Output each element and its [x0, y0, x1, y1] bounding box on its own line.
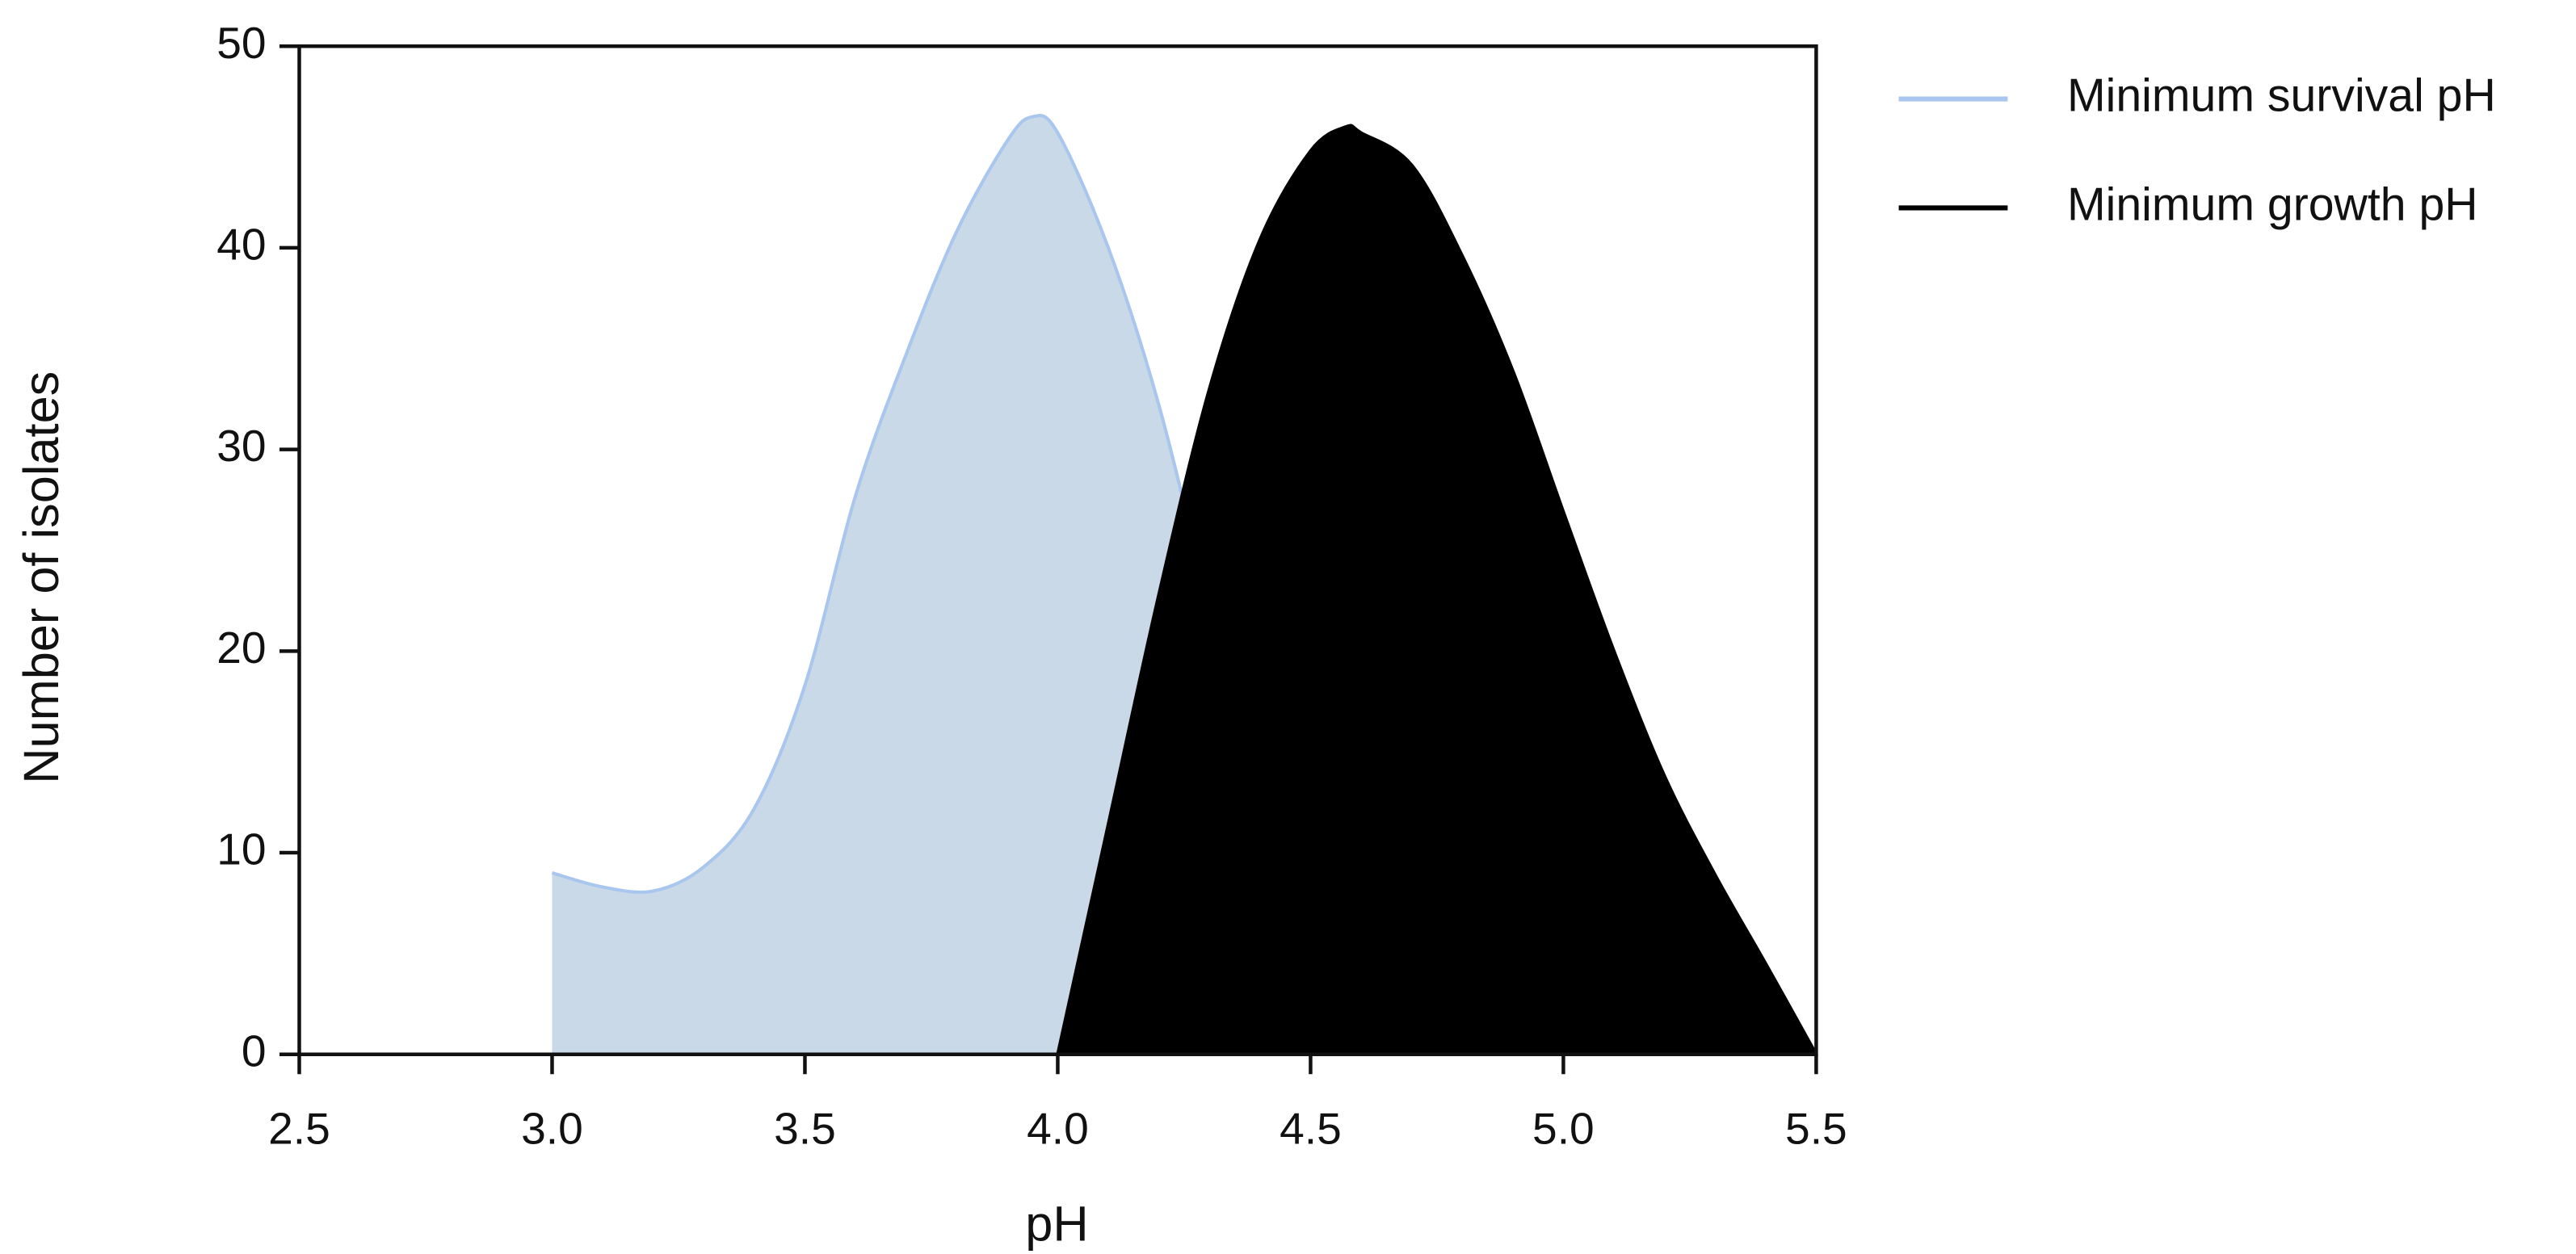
x-axis-title: pH: [1025, 1197, 1088, 1252]
x-tick-label: 5.5: [1785, 1103, 1847, 1153]
plot-area: [551, 114, 1818, 1055]
x-tick-label: 3.5: [774, 1103, 836, 1153]
y-tick-label: 50: [216, 18, 266, 68]
y-tick-label: 30: [216, 421, 266, 471]
y-axis-title: Number of isolates: [14, 371, 69, 784]
y-tick-label: 40: [216, 219, 266, 269]
legend: Minimum survival pH Minimum growth pH: [1898, 70, 2496, 231]
legend-label: Minimum growth pH: [2067, 179, 2478, 231]
x-tick-label: 3.0: [521, 1103, 583, 1153]
y-tick-label: 0: [242, 1025, 267, 1076]
x-tick-label: 4.5: [1280, 1103, 1342, 1153]
x-tick-label: 4.0: [1027, 1103, 1089, 1153]
x-tick-label: 5.0: [1532, 1103, 1595, 1153]
area-outline: [1056, 124, 1818, 1055]
axes: 0 10 20 30 40 50 2.5 3.0 3.5 4.0 4.5 5.0 5.5: [216, 18, 1847, 1154]
y-tick-label: 20: [216, 623, 266, 673]
area: [1057, 125, 1817, 1055]
legend-label: Minimum survival pH: [2067, 70, 2496, 122]
y-tick-label: 10: [216, 824, 266, 874]
x-tick-label: 2.5: [268, 1103, 330, 1153]
